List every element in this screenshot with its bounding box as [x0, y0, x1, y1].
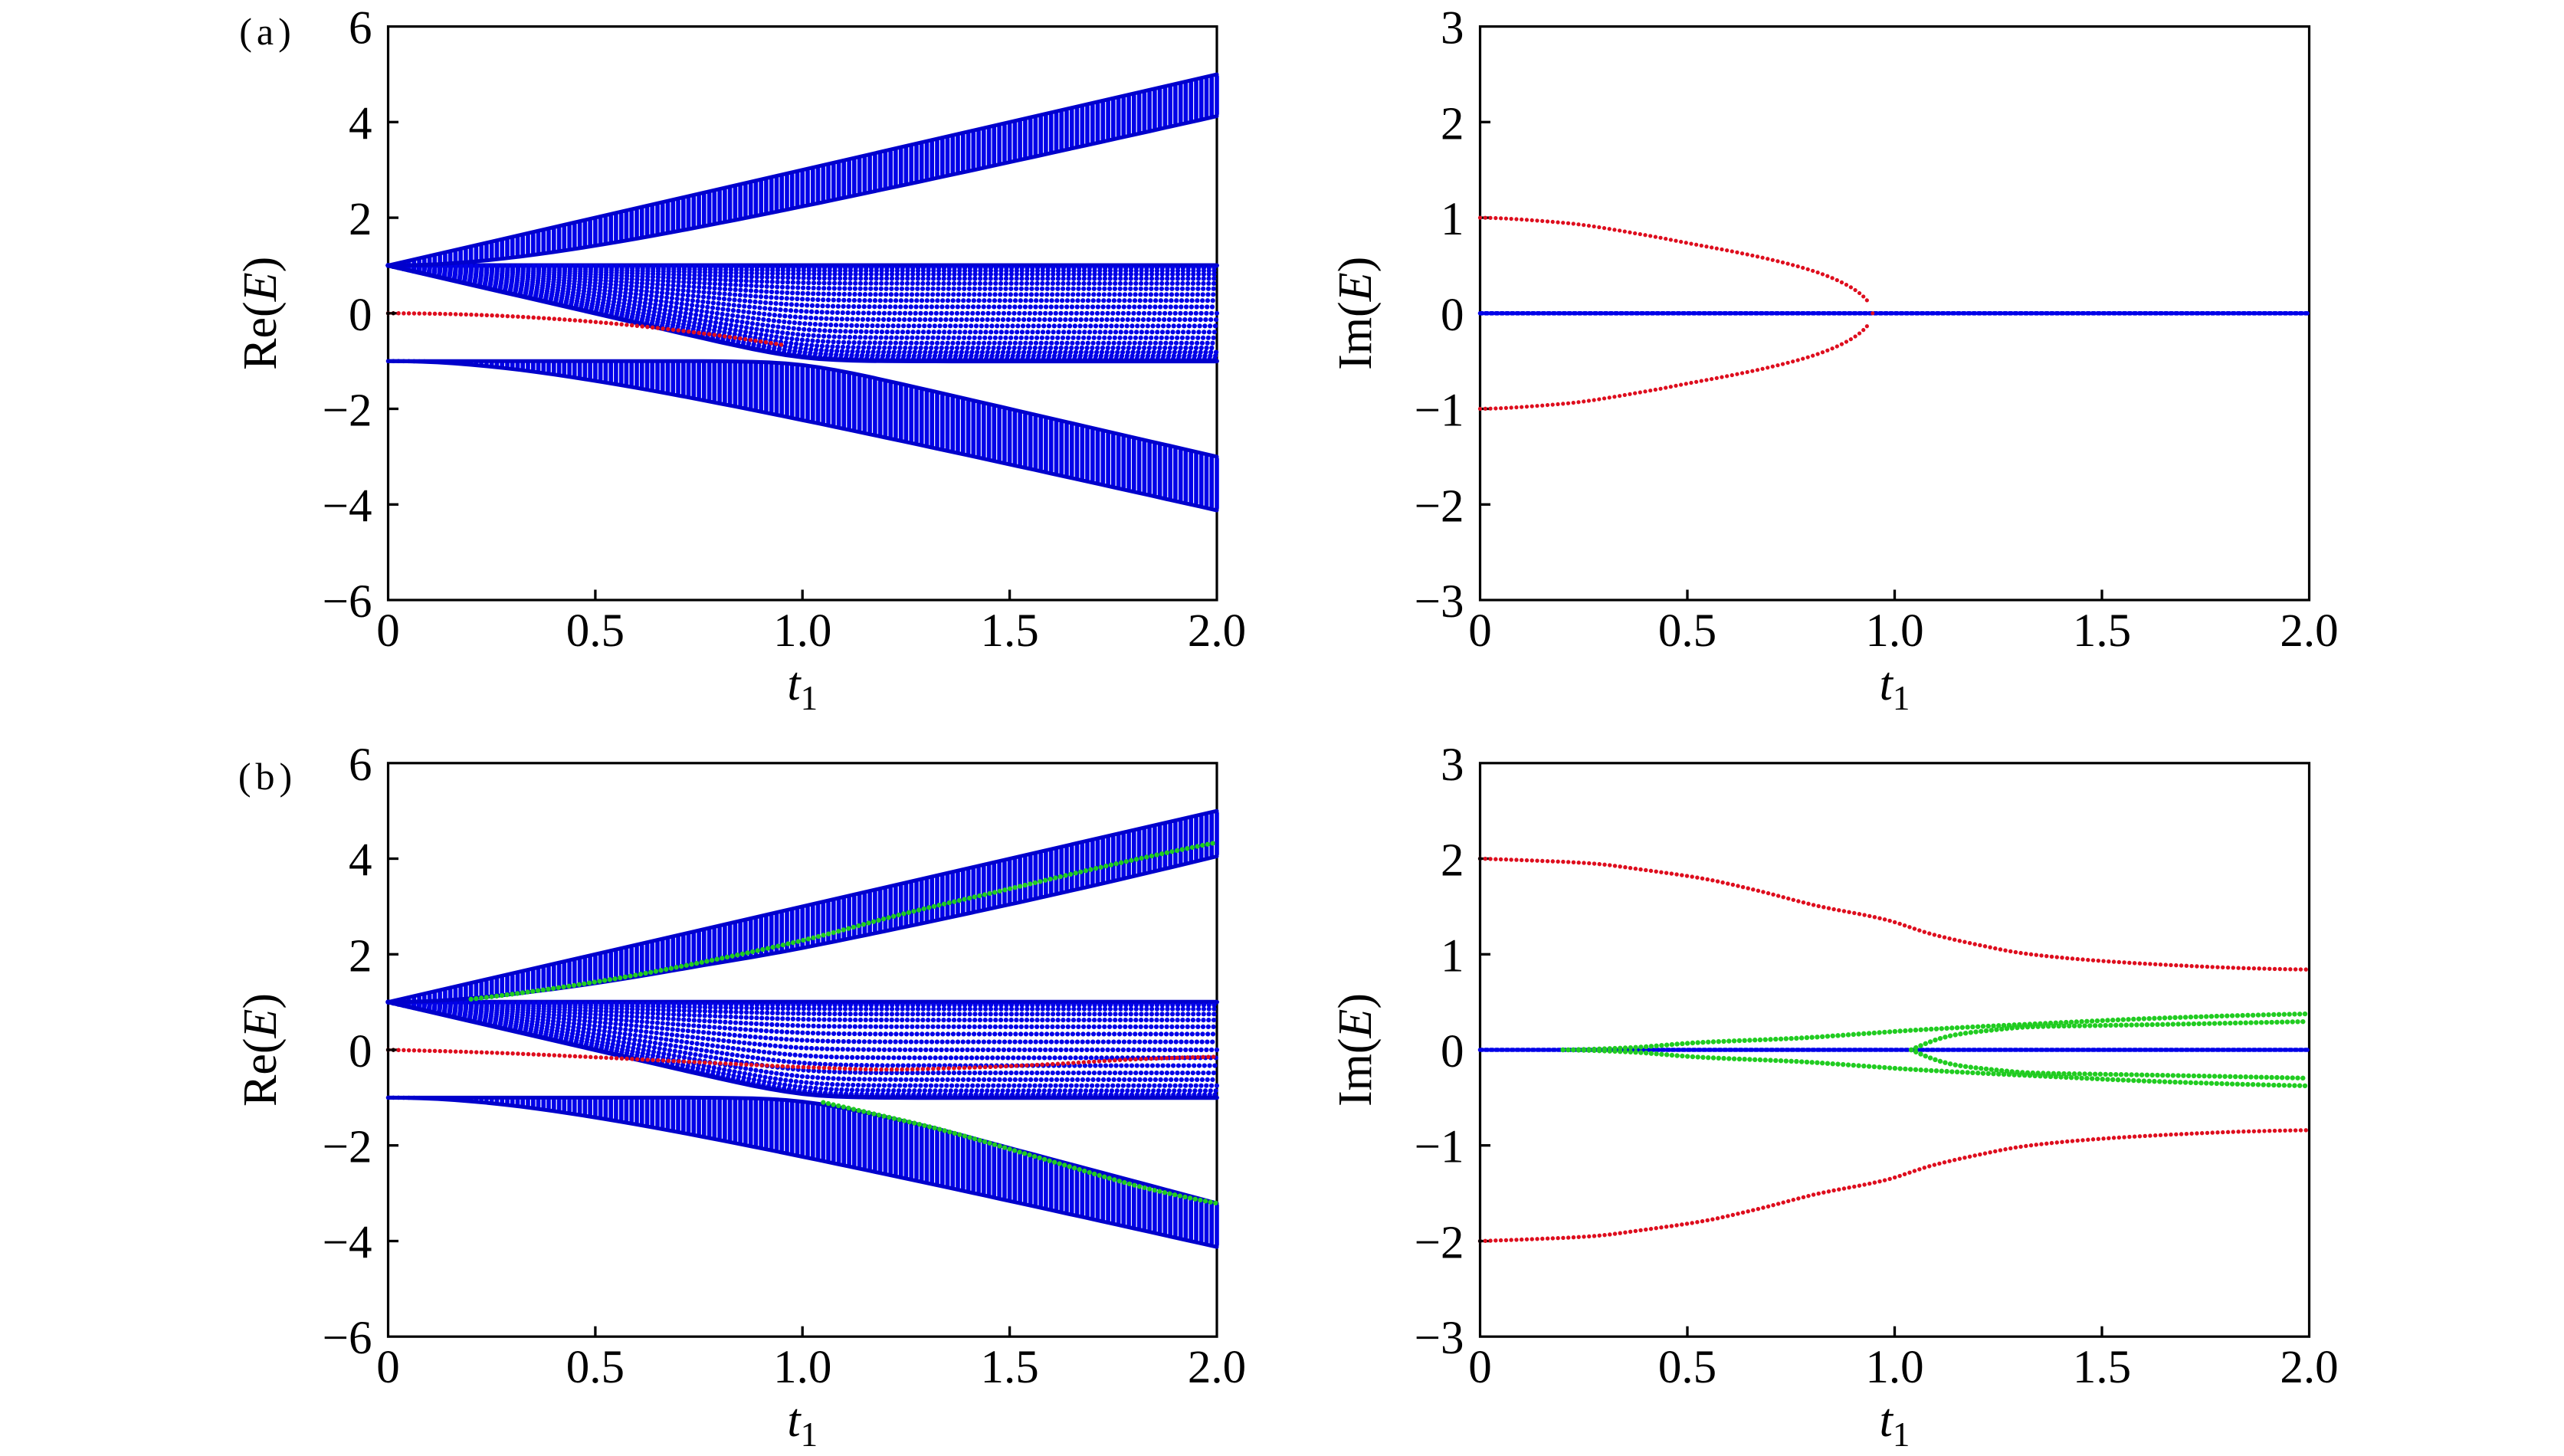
svg-text:−1: −1 [1415, 385, 1464, 437]
svg-text:0: 0 [1441, 1026, 1464, 1077]
svg-text:Re(E): Re(E) [234, 257, 287, 370]
svg-text:−2: −2 [1415, 1218, 1464, 1269]
svg-text:2.0: 2.0 [2280, 605, 2338, 657]
svg-text:2.0: 2.0 [1188, 605, 1246, 657]
svg-text:0: 0 [376, 1342, 400, 1393]
svg-text:(a): (a) [239, 10, 296, 53]
svg-text:−3: −3 [1415, 1313, 1464, 1364]
svg-text:−2: −2 [323, 385, 372, 437]
svg-text:4: 4 [349, 835, 372, 887]
svg-text:0.5: 0.5 [566, 1342, 625, 1393]
svg-text:1: 1 [1441, 194, 1464, 245]
svg-text:Im(E): Im(E) [1330, 257, 1382, 370]
svg-text:0: 0 [1468, 1342, 1492, 1393]
svg-text:Im(E): Im(E) [1330, 993, 1382, 1107]
svg-text:0: 0 [349, 1026, 372, 1077]
svg-text:−2: −2 [323, 1122, 372, 1173]
svg-text:0: 0 [1468, 605, 1492, 657]
svg-text:−2: −2 [1415, 480, 1464, 532]
svg-text:0: 0 [376, 605, 400, 657]
svg-text:2.0: 2.0 [2280, 1342, 2338, 1393]
svg-text:1: 1 [1441, 930, 1464, 982]
svg-text:(b): (b) [238, 755, 297, 798]
svg-text:2: 2 [349, 194, 372, 245]
svg-text:1.0: 1.0 [1865, 1342, 1923, 1393]
svg-text:−1: −1 [1415, 1122, 1464, 1173]
svg-text:Re(E): Re(E) [234, 993, 287, 1107]
svg-text:1.5: 1.5 [2073, 605, 2131, 657]
svg-text:6: 6 [349, 739, 372, 791]
svg-text:0: 0 [349, 290, 372, 341]
svg-text:3: 3 [1441, 739, 1464, 791]
svg-text:0.5: 0.5 [566, 605, 625, 657]
svg-text:t1: t1 [787, 1395, 818, 1454]
svg-text:2: 2 [1441, 835, 1464, 887]
svg-text:1.0: 1.0 [1865, 605, 1923, 657]
svg-text:3: 3 [1441, 3, 1464, 54]
svg-text:−6: −6 [323, 576, 372, 628]
svg-text:−4: −4 [323, 480, 372, 532]
svg-text:1.0: 1.0 [773, 1342, 831, 1393]
svg-text:1.0: 1.0 [773, 605, 831, 657]
svg-text:−3: −3 [1415, 576, 1464, 628]
svg-text:4: 4 [349, 98, 372, 149]
svg-text:t1: t1 [1880, 1395, 1910, 1454]
svg-text:−4: −4 [323, 1218, 372, 1269]
svg-text:0: 0 [1441, 290, 1464, 341]
svg-text:1.5: 1.5 [980, 605, 1038, 657]
svg-text:1.5: 1.5 [980, 1342, 1038, 1393]
svg-text:2.0: 2.0 [1188, 1342, 1246, 1393]
svg-text:−6: −6 [323, 1313, 372, 1364]
svg-text:0.5: 0.5 [1658, 605, 1716, 657]
svg-text:6: 6 [349, 3, 372, 54]
svg-text:2: 2 [1441, 98, 1464, 149]
svg-text:1.5: 1.5 [2073, 1342, 2131, 1393]
svg-text:t1: t1 [787, 658, 818, 717]
svg-text:t1: t1 [1880, 658, 1910, 717]
svg-text:0.5: 0.5 [1658, 1342, 1716, 1393]
svg-text:2: 2 [349, 930, 372, 982]
